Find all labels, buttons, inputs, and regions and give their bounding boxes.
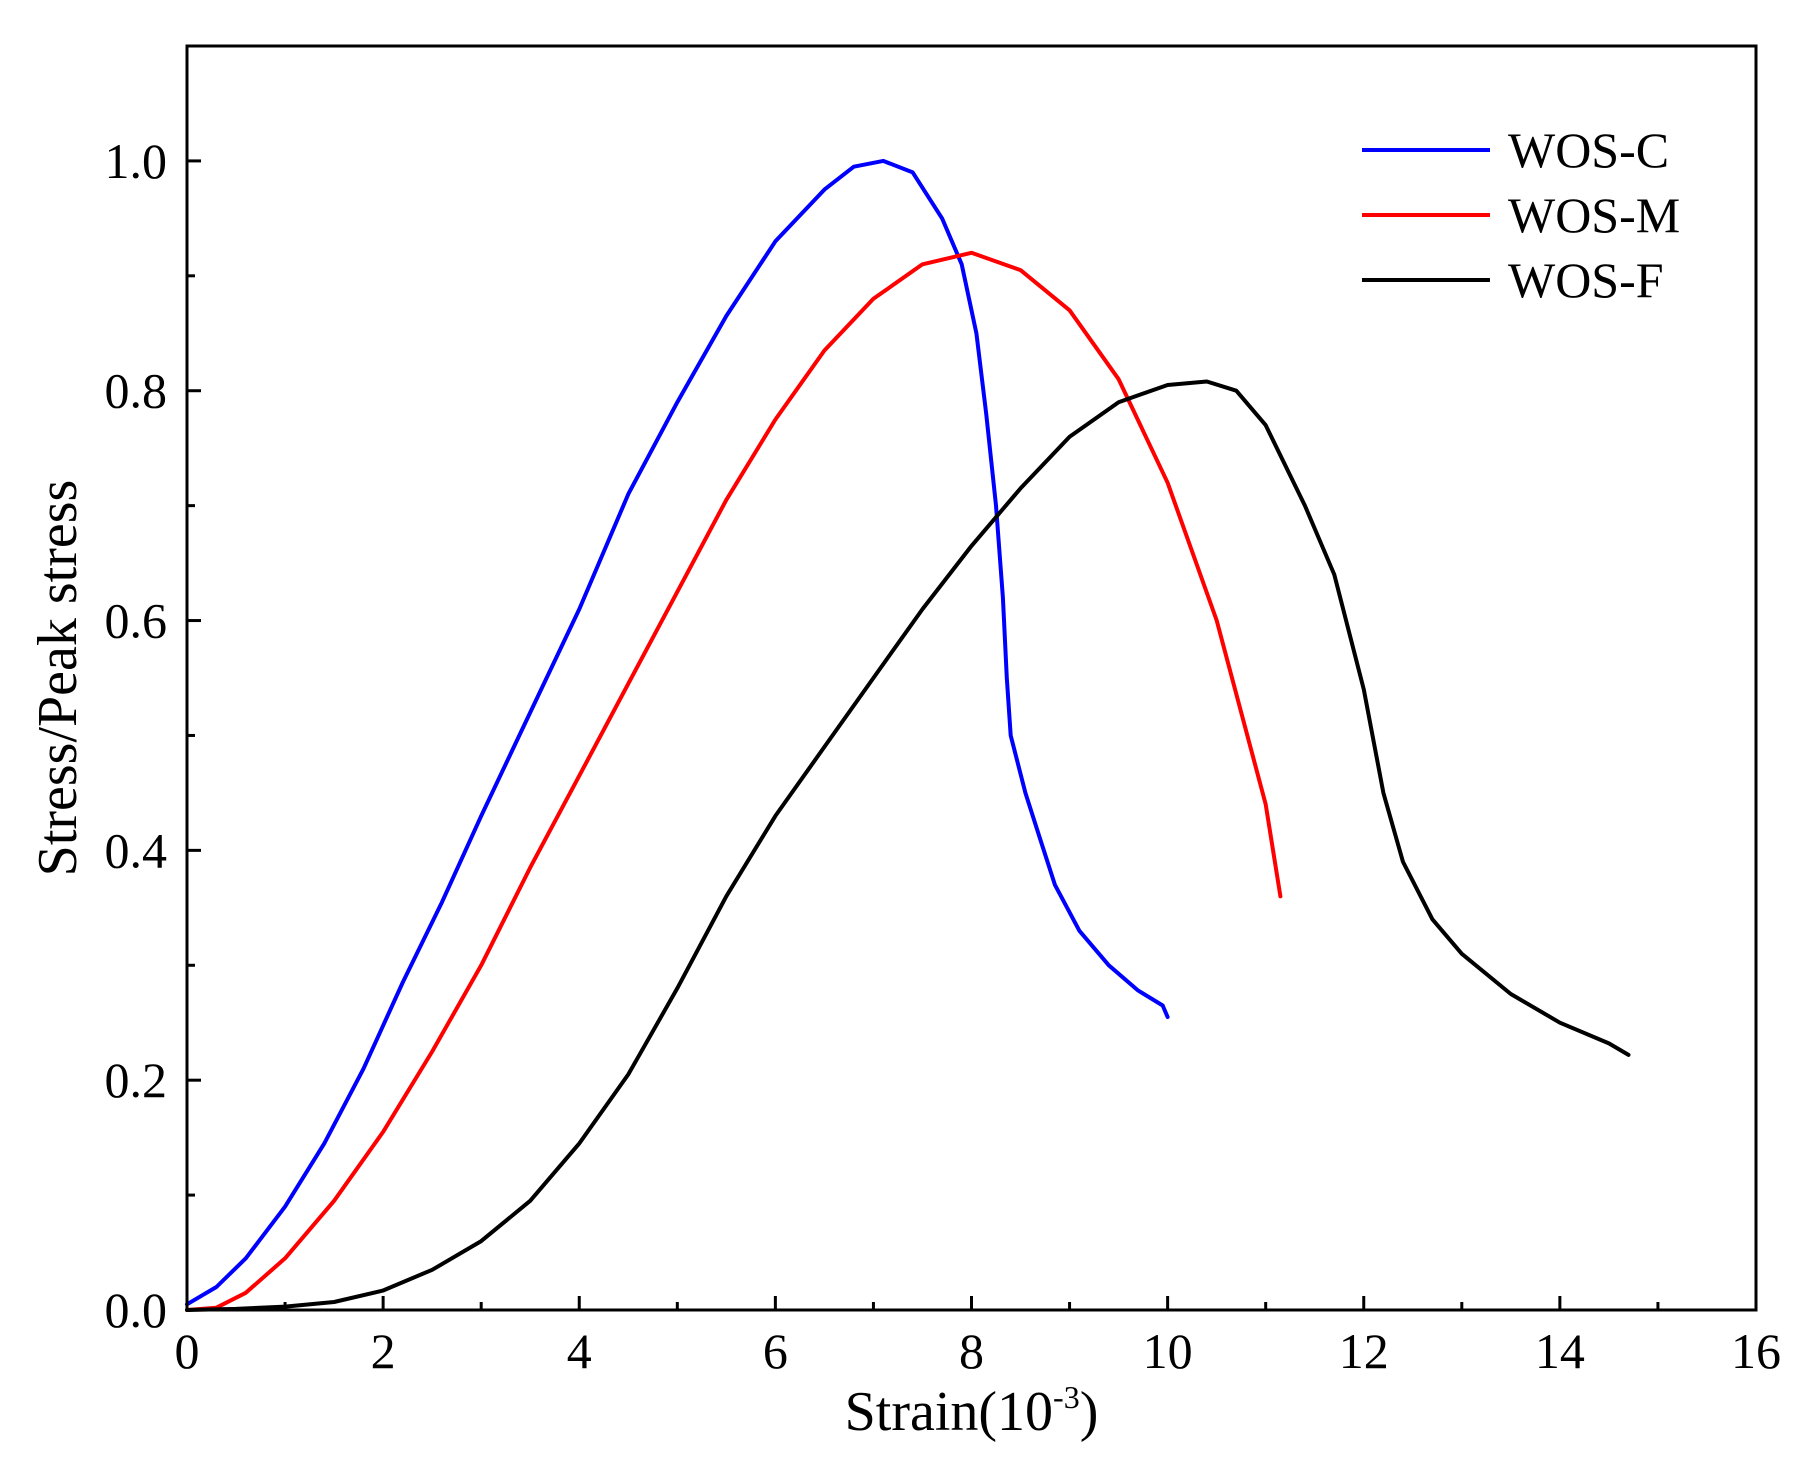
x-axis-title-close: ) [1080, 1381, 1099, 1443]
y-axis-title: Stress/Peak stress [27, 480, 89, 877]
x-tick-label: 2 [371, 1323, 396, 1379]
x-tick-label: 8 [959, 1323, 984, 1379]
x-axis-title-superscript: -3 [1053, 1379, 1080, 1415]
y-tick-label: 0.2 [105, 1052, 168, 1108]
y-tick-label: 0.8 [105, 363, 168, 419]
x-axis-title-base: Strain(10 [845, 1381, 1053, 1443]
tick-labels: 0 2 4 6 8 10 12 14 16 0.0 0.2 0.4 0.6 0.8 1.0 [105, 133, 1782, 1379]
series-line-wos-c [185, 158, 1170, 1307]
legend-label-wos-c: WOS-C [1508, 122, 1669, 178]
legend-label-wos-f: WOS-F [1508, 252, 1664, 308]
y-tick-label: 0.0 [105, 1282, 168, 1338]
legend-label-wos-m: WOS-M [1508, 187, 1680, 243]
plot-frame [185, 44, 1758, 1312]
x-tick-label: 10 [1143, 1323, 1193, 1379]
series-line-wos-m [185, 250, 1283, 1312]
x-tick-label: 12 [1339, 1323, 1389, 1379]
x-tick-label: 0 [175, 1323, 200, 1379]
legend: WOS-C WOS-M WOS-F [1362, 122, 1680, 308]
x-tick-label: 14 [1535, 1323, 1585, 1379]
y-tick-label: 1.0 [105, 133, 168, 189]
x-tick-label: 16 [1731, 1323, 1781, 1379]
x-tick-label: 6 [763, 1323, 788, 1379]
plot-marks [185, 158, 1631, 1312]
y-tick-label: 0.4 [105, 822, 168, 878]
x-axis-title: Strain(10-3) [845, 1379, 1099, 1443]
x-tick-label: 4 [567, 1323, 592, 1379]
y-tick-label: 0.6 [105, 593, 168, 649]
series-line-wos-f [185, 379, 1631, 1312]
